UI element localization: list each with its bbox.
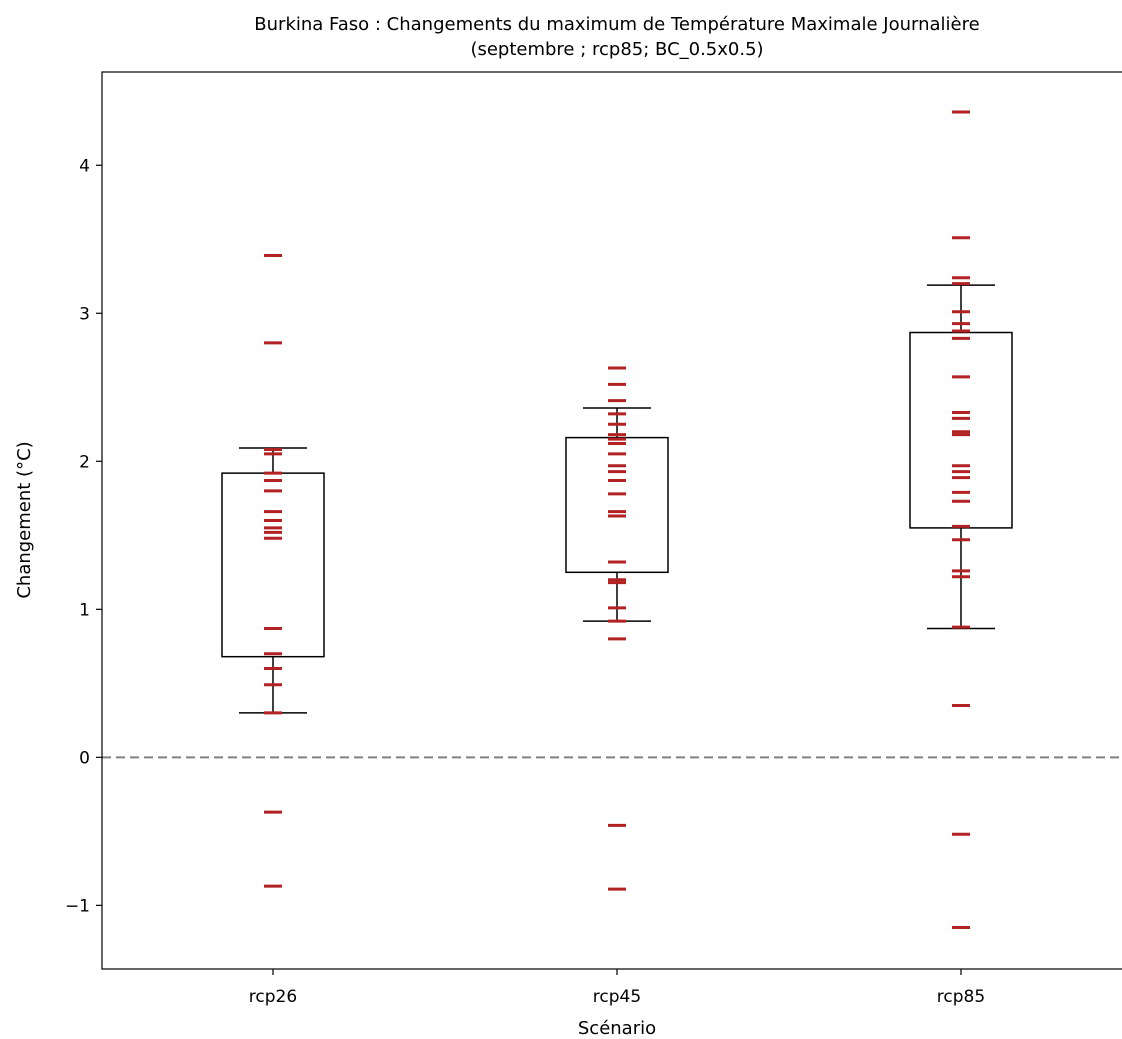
- chart-subtitle: (septembre ; rcp85; BC_0.5x0.5): [470, 39, 763, 60]
- x-axis: rcp26 rcp45 rcp85: [249, 969, 985, 1007]
- x-tick-label: rcp85: [937, 987, 985, 1007]
- y-tick-label: 2: [79, 452, 90, 472]
- x-tick-label: rcp45: [593, 987, 641, 1007]
- x-tick-label: rcp26: [249, 987, 297, 1007]
- y-axis-label: Changement (°C): [14, 441, 35, 598]
- y-axis: −1 0 1 2 3 4: [65, 156, 102, 916]
- y-tick-label: 3: [79, 304, 90, 324]
- y-tick-label: 1: [79, 600, 90, 620]
- plot-frame: [101, 71, 1122, 970]
- x-axis-label: Scénario: [578, 1018, 656, 1039]
- y-tick-label: 4: [79, 156, 90, 176]
- points-layer: [264, 110, 970, 930]
- y-tick-label: 0: [79, 748, 90, 768]
- chart-title: Burkina Faso : Changements du maximum de…: [254, 14, 979, 35]
- y-tick-label: −1: [65, 896, 90, 916]
